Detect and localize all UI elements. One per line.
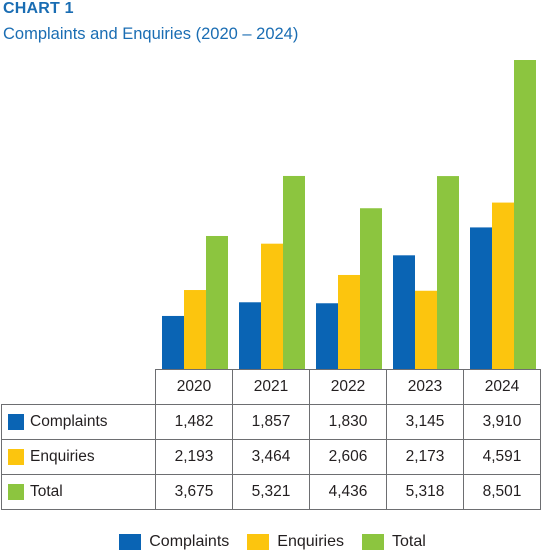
total-bar	[514, 60, 536, 370]
table-row: Complaints 1,482 1,857 1,830 3,145 3,910	[1, 404, 541, 440]
data-table: 2020 2021 2022 2023 2024 Complaints 1,48…	[1, 369, 541, 510]
table-cell: 4,591	[463, 439, 541, 475]
table-header-row: 2020 2021 2022 2023 2024	[1, 369, 541, 405]
total-legend-swatch	[361, 534, 384, 550]
total-bar	[437, 176, 459, 370]
bar-chart	[162, 60, 536, 370]
complaints-bar	[162, 315, 184, 370]
row-header: Total	[1, 474, 156, 510]
chart-title: Complaints and Enquiries (2020 – 2024)	[3, 25, 299, 43]
enquiries-legend-swatch	[247, 534, 270, 550]
table-cell: 3,145	[386, 404, 464, 440]
chart-heading: CHART 1	[3, 0, 74, 17]
legend-label: Enquiries	[277, 533, 344, 550]
column-header: 2022	[309, 369, 387, 405]
column-header: 2024	[463, 369, 541, 405]
enquiries-swatch	[8, 449, 24, 465]
enquiries-bar	[492, 202, 514, 370]
enquiries-bar	[184, 290, 206, 370]
table-cell: 1,830	[309, 404, 387, 440]
table-row: Total 3,675 5,321 4,436 5,318 8,501	[1, 474, 541, 510]
table-corner	[1, 369, 156, 405]
complaints-bar	[470, 227, 492, 370]
enquiries-bar	[261, 243, 283, 370]
table-cell: 5,321	[232, 474, 310, 510]
table-cell: 3,910	[463, 404, 541, 440]
table-cell: 1,482	[155, 404, 233, 440]
row-label: Complaints	[30, 413, 108, 430]
legend-label: Complaints	[149, 533, 230, 550]
complaints-bar	[239, 302, 261, 370]
column-header: 2021	[232, 369, 310, 405]
legend-item-enquiries: Enquiries	[247, 533, 344, 551]
table-cell: 8,501	[463, 474, 541, 510]
enquiries-bar	[415, 290, 437, 370]
row-header: Enquiries	[1, 439, 156, 475]
total-swatch	[8, 484, 24, 500]
table-cell: 2,173	[386, 439, 464, 475]
legend: Complaints Enquiries Total	[0, 533, 545, 551]
enquiries-bar	[338, 274, 360, 370]
table-row: Enquiries 2,193 3,464 2,606 2,173 4,591	[1, 439, 541, 475]
total-bar	[283, 175, 305, 370]
row-label: Total	[30, 483, 63, 500]
column-header: 2020	[155, 369, 233, 405]
table-cell: 5,318	[386, 474, 464, 510]
legend-label: Total	[391, 533, 426, 550]
row-label: Enquiries	[30, 448, 95, 465]
table-cell: 2,606	[309, 439, 387, 475]
table-cell: 3,675	[155, 474, 233, 510]
complaints-bar	[316, 303, 338, 370]
complaints-swatch	[8, 414, 24, 430]
total-bar	[206, 235, 228, 370]
column-header: 2023	[386, 369, 464, 405]
table-cell: 2,193	[155, 439, 233, 475]
legend-item-total: Total	[361, 533, 426, 551]
table-cell: 1,857	[232, 404, 310, 440]
legend-item-complaints: Complaints	[119, 533, 229, 551]
table-cell: 4,436	[309, 474, 387, 510]
complaints-bar	[393, 255, 415, 370]
complaints-legend-swatch	[119, 534, 142, 550]
table-cell: 3,464	[232, 439, 310, 475]
total-bar	[360, 208, 382, 370]
row-header: Complaints	[1, 404, 156, 440]
